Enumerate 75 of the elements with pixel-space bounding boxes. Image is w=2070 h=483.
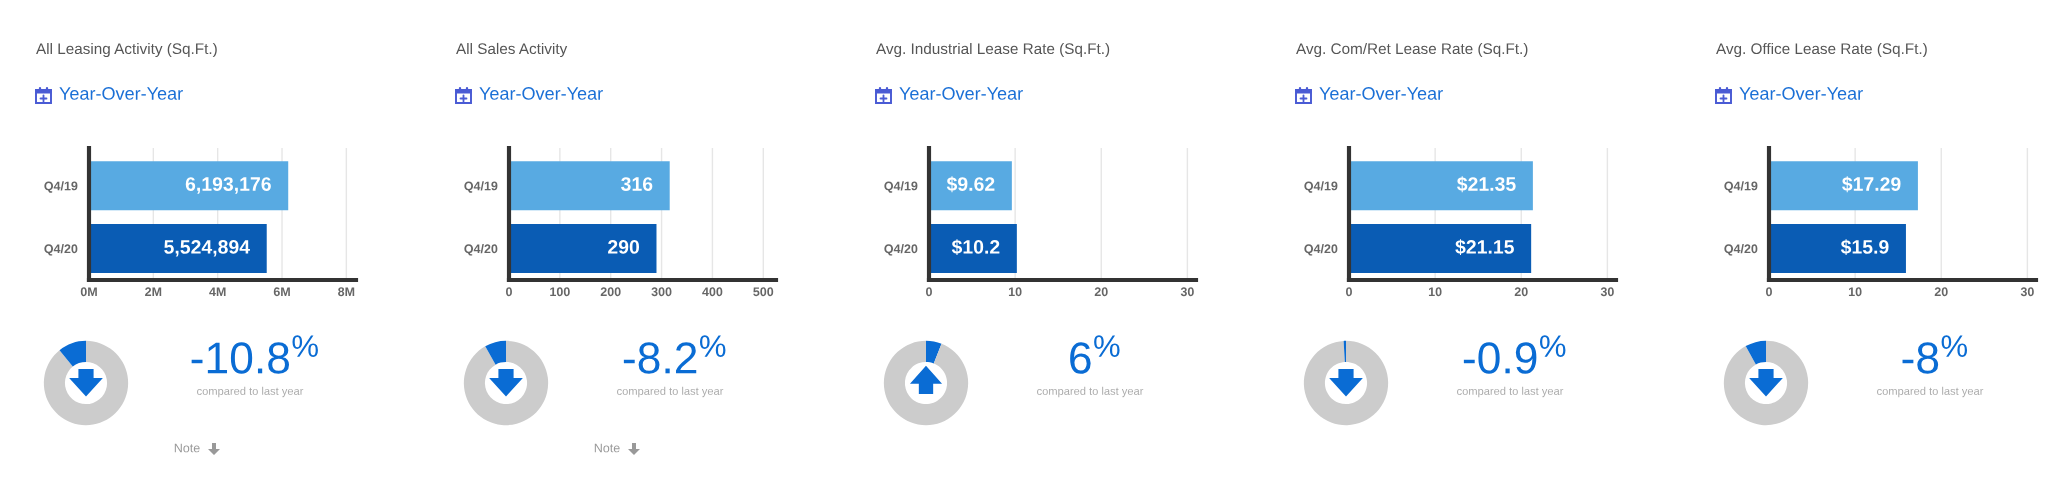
y-tick-label: Q4/19 (1724, 181, 1758, 193)
data-label: 316 (621, 177, 653, 191)
x-tick-label: 0M (80, 287, 97, 297)
chart-subtitle: Year-Over-Year (59, 87, 183, 100)
x-tick-label: 100 (550, 287, 570, 297)
x-tick-label: 200 (600, 287, 621, 297)
x-tick-label: 6M (273, 287, 290, 297)
text: -0.9$^{%}$ (1463, 335, 1566, 374)
data-label: $9.62 (946, 176, 995, 193)
x-tick-label: 20 (1934, 287, 1948, 297)
text: compared to last year (1457, 386, 1564, 398)
chart-subtitle: Year-Over-Year (899, 87, 1023, 100)
y-tick-label: Q4/19 (464, 181, 498, 193)
y-tick-label: Q4/19 (1304, 181, 1338, 193)
chart-subtitle: Year-Over-Year (479, 87, 603, 100)
donut-slice (1723, 340, 1809, 426)
chart-title: Avg. Office Lease Rate (Sq.Ft.) (1716, 42, 1927, 58)
x-tick-label: 20 (1514, 287, 1528, 297)
text: -10.8$^{%}$ (191, 335, 318, 374)
y-tick-label: Q4/20 (1724, 244, 1758, 256)
chart-subtitle: Year-Over-Year (1319, 87, 1443, 100)
y-tick-label: Q4/20 (464, 244, 498, 256)
chart-title: All Sales Activity (456, 42, 568, 58)
text: Note (594, 443, 620, 453)
x-tick-label: 8M (338, 287, 355, 297)
x-tick-label: 0 (1766, 287, 1772, 297)
x-tick-label: 0 (1346, 287, 1352, 297)
x-tick-label: 300 (651, 287, 672, 297)
donut-slice (463, 340, 549, 426)
donut-slice (1343, 340, 1346, 362)
data-label: $10.2 (951, 239, 1000, 256)
y-tick-label: Q4/20 (44, 244, 78, 256)
chart-title: All Leasing Activity (Sq.Ft.) (36, 42, 217, 58)
x-tick-label: 0 (506, 287, 512, 297)
x-tick-label: 30 (1600, 287, 1614, 297)
donut-slice (485, 340, 506, 365)
y-tick-label: Q4/20 (1304, 244, 1338, 256)
data-label: $17.29 (1842, 176, 1901, 193)
text: compared to last year (617, 386, 724, 398)
text: 6$^{%}$ (1070, 335, 1120, 374)
x-tick-label: 10 (1428, 287, 1442, 297)
x-tick-label: 20 (1094, 287, 1108, 297)
text: -8.2$^{%}$ (623, 335, 726, 374)
data-label: 6,193,176 (185, 177, 271, 194)
x-tick-label: 400 (702, 287, 723, 297)
data-label: 290 (608, 240, 640, 254)
text: compared to last year (1877, 386, 1984, 398)
x-tick-label: 2M (145, 287, 162, 296)
text: -8$^{%}$ (1902, 335, 1968, 374)
donut-slice (926, 340, 942, 364)
chart-subtitle: Year-Over-Year (1739, 87, 1863, 100)
y-tick-label: Q4/19 (884, 181, 918, 193)
chart-title: Avg. Com/Ret Lease Rate (Sq.Ft.) (1296, 42, 1528, 58)
text: Note (174, 443, 200, 453)
x-tick-label: 0 (926, 287, 932, 297)
x-tick-label: 30 (2020, 287, 2034, 297)
donut-slice (43, 340, 129, 426)
donut-slice (883, 340, 969, 426)
y-tick-label: Q4/19 (44, 181, 78, 193)
donut-slice (1303, 340, 1389, 426)
text: compared to last year (197, 386, 304, 398)
x-tick-label: 30 (1180, 287, 1194, 297)
data-label: $21.15 (1455, 239, 1514, 256)
donut-slice (1745, 340, 1766, 365)
x-tick-label: 10 (1008, 287, 1022, 297)
data-label: $15.9 (1840, 239, 1889, 256)
chart-title: Avg. Industrial Lease Rate (Sq.Ft.) (876, 42, 1110, 58)
text: compared to last year (1037, 386, 1144, 398)
data-label: 5,524,894 (164, 240, 250, 257)
y-tick-label: Q4/20 (884, 244, 918, 256)
donut-slice (59, 340, 86, 367)
x-tick-label: 500 (753, 287, 774, 297)
x-tick-label: 10 (1848, 287, 1862, 297)
data-label: $21.35 (1457, 176, 1516, 193)
x-tick-label: 4M (209, 287, 226, 296)
